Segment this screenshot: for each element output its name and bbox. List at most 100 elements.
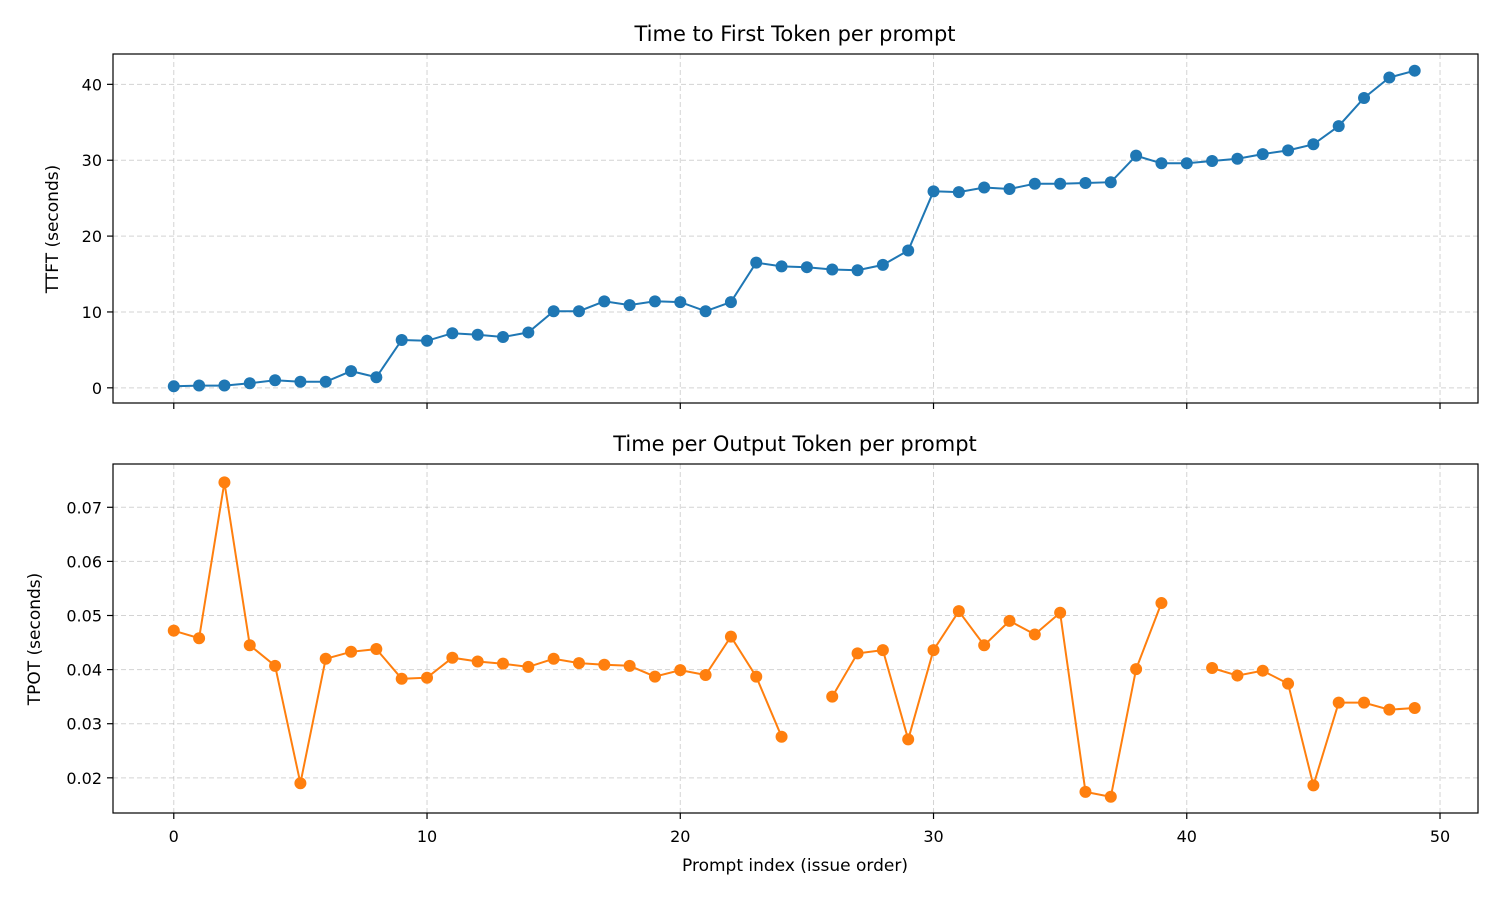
tpot-series-line (1211, 667, 1415, 790)
tpot-y-tick-label: 0.06 (66, 552, 102, 571)
ttft-data-point (1206, 154, 1219, 167)
tpot-data-point (572, 657, 585, 670)
tpot-data-point (1155, 597, 1168, 610)
tpot-data-point (497, 657, 509, 670)
ttft-data-point (800, 261, 813, 274)
tpot-data-point (826, 690, 839, 703)
tpot-y-tick-label: 0.05 (66, 607, 102, 626)
ttft-series-line (173, 69, 1415, 388)
tpot-data-point (167, 624, 180, 637)
tpot-data-point (1079, 785, 1092, 798)
tpot-data-point (674, 664, 687, 677)
ttft-y-tick-label: 30 (82, 151, 102, 170)
ttft-data-point (851, 264, 864, 277)
tpot-data-point (446, 651, 459, 664)
ttft-data-point (497, 330, 509, 343)
ttft-data-point (572, 305, 585, 318)
tpot-data-point (243, 639, 256, 652)
ttft-data-point (471, 328, 484, 341)
ttft-data-point (547, 305, 560, 318)
ttft-grid (113, 54, 1478, 403)
ttft-data-point (522, 326, 535, 339)
ttft-data-point (952, 186, 965, 199)
ttft-data-point (1155, 157, 1168, 170)
tpot-series-line (831, 602, 1163, 798)
tpot-x-tick-label: 10 (417, 827, 437, 846)
ttft-data-point (648, 295, 661, 308)
ttft-y-tick-label: 40 (82, 75, 102, 94)
tpot-x-tick-label: 0 (169, 827, 179, 846)
tpot-data-point (547, 652, 560, 665)
tpot-data-point (1231, 669, 1244, 682)
tpot-y-axis-label: TPOT (seconds) (25, 573, 45, 707)
ttft-data-point (269, 374, 282, 387)
ttft-data-point (294, 375, 307, 388)
tpot-y-tick-label: 0.02 (66, 769, 102, 788)
tpot-data-point (395, 672, 408, 685)
tpot-x-tick-label: 50 (1430, 827, 1450, 846)
tpot-data-point (319, 652, 332, 665)
tpot-data-point (1104, 790, 1117, 803)
ttft-data-point (243, 377, 256, 390)
ttft-data-point (421, 334, 434, 347)
tpot-data-point (1256, 664, 1269, 677)
tpot-data-point (421, 671, 434, 684)
ttft-data-point (1358, 92, 1371, 105)
tpot-data-point (724, 630, 737, 643)
tpot-data-point (750, 670, 763, 683)
ttft-data-point (1130, 149, 1143, 162)
ttft-data-point (1104, 176, 1117, 189)
ttft-data-point (395, 334, 408, 347)
ttft-data-point (826, 263, 839, 276)
ttft-data-point (1408, 64, 1421, 77)
tpot-x-tick-label: 40 (1177, 827, 1197, 846)
tpot-series-line (173, 482, 783, 784)
tpot-data-point (1003, 614, 1016, 627)
tpot-data-point (1282, 677, 1295, 690)
ttft-data-point (1028, 177, 1041, 190)
tpot-data-point (1332, 696, 1345, 709)
tpot-data-point (1054, 606, 1067, 619)
ttft-data-point (1054, 177, 1067, 190)
ttft-data-point (1282, 144, 1295, 157)
tpot-data-point (1408, 702, 1421, 715)
ttft-y-axis-label: TTFT (seconds) (43, 165, 63, 295)
tpot-grid (113, 464, 1478, 813)
tpot-data-point (927, 644, 940, 657)
ttft-plot-frame (112, 53, 1479, 404)
ttft-data-point (1256, 148, 1269, 161)
ttft-data-point (750, 256, 763, 269)
ttft-data-point (1332, 120, 1345, 133)
ttft-data-point (876, 258, 889, 271)
tpot-y-tick-label: 0.04 (66, 661, 102, 680)
tpot-data-point (218, 476, 231, 489)
tpot-data-point (902, 733, 915, 746)
tpot-data-point (1130, 663, 1143, 676)
ttft-data-point (319, 375, 332, 388)
ttft-data-point (699, 305, 712, 318)
tpot-data-point (1206, 661, 1219, 674)
ttft-data-point (1231, 152, 1244, 165)
tpot-plot-frame (112, 463, 1479, 814)
ttft-data-point (193, 379, 206, 392)
tpot-data-point (851, 647, 864, 660)
ttft-data-point (598, 295, 611, 308)
tpot-data-point (294, 777, 307, 790)
tpot-data-point (699, 669, 712, 682)
ttft-data-point (345, 365, 358, 378)
ttft-data-point (902, 244, 915, 257)
ttft-data-point (623, 299, 636, 312)
ttft-data-point (167, 380, 180, 393)
ttft-data-point (927, 185, 940, 198)
ttft-data-point (446, 327, 459, 340)
tpot-panel: Time per Output Token per prompt TPOT (s… (25, 432, 1479, 876)
ttft-data-point (724, 296, 737, 309)
tpot-data-point (648, 670, 661, 683)
ttft-data-point (1180, 157, 1193, 170)
ttft-data-point (775, 260, 788, 273)
ttft-data-point (370, 371, 383, 384)
tpot-data-point (623, 659, 636, 672)
tpot-x-tick-label: 30 (923, 827, 943, 846)
tpot-data-point (1358, 696, 1371, 709)
